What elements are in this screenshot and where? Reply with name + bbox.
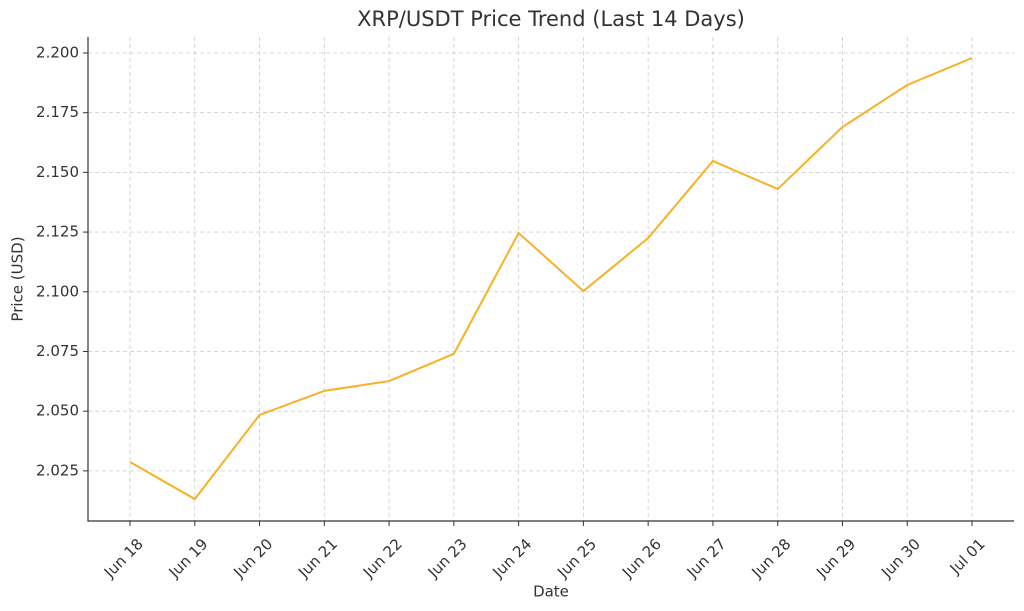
y-tick-label: 2.150 bbox=[36, 163, 79, 181]
x-tick-label: Jun 23 bbox=[424, 535, 471, 582]
y-tick-label: 2.175 bbox=[36, 103, 79, 121]
y-tick-label: 2.200 bbox=[36, 43, 79, 61]
y-tick-label: 2.125 bbox=[36, 223, 79, 241]
x-tick-label: Jun 20 bbox=[229, 535, 276, 582]
x-tick-label: Jun 29 bbox=[812, 535, 859, 582]
x-tick-label: Jul 01 bbox=[946, 535, 989, 578]
x-tick-label: Jun 30 bbox=[877, 535, 924, 582]
x-tick-label: Jun 26 bbox=[618, 535, 665, 582]
x-tick-label: Jun 28 bbox=[748, 535, 795, 582]
x-tick-label: Jun 21 bbox=[294, 535, 341, 582]
x-tick-label: Jun 24 bbox=[488, 535, 535, 582]
y-axis-label: Price (USD) bbox=[9, 236, 27, 321]
x-tick-label: Jun 18 bbox=[100, 535, 147, 582]
x-tick-label: Jun 22 bbox=[359, 535, 406, 582]
x-tick-label: Jun 19 bbox=[165, 535, 212, 582]
axis bbox=[87, 37, 1014, 522]
x-axis-label: Date bbox=[533, 583, 569, 601]
y-tick-label: 2.100 bbox=[36, 282, 79, 300]
x-tick-label: Jun 25 bbox=[553, 535, 600, 582]
y-tick-label: 2.050 bbox=[36, 402, 79, 420]
x-tick-label: Jun 27 bbox=[683, 535, 730, 582]
chart-title: XRP/USDT Price Trend (Last 14 Days) bbox=[357, 7, 745, 31]
y-tick-label: 2.075 bbox=[36, 342, 79, 360]
line bbox=[129, 57, 973, 501]
y-tick-label: 2.025 bbox=[36, 461, 79, 479]
